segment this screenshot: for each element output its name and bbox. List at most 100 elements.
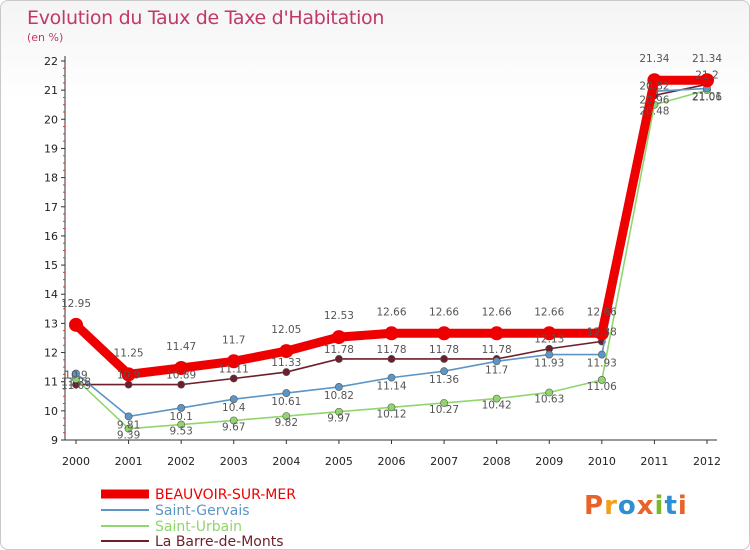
data-label: 21.34 [639, 53, 669, 65]
data-label: 9.97 [327, 413, 350, 425]
logo-letter: P [584, 491, 605, 521]
data-label: 11.93 [587, 358, 617, 370]
x-tick-label: 2012 [693, 455, 721, 468]
y-tick-label: 21 [44, 84, 58, 97]
series-point-1 [335, 383, 343, 391]
x-tick-label: 2001 [115, 455, 143, 468]
series-point-1 [387, 373, 396, 382]
series-point-3 [124, 380, 133, 389]
data-label: 12.66 [429, 306, 459, 318]
series-point-2 [387, 403, 396, 412]
legend-label: Saint-Gervais [155, 503, 250, 519]
data-label: 10.61 [271, 396, 301, 408]
data-label: 20.96 [639, 94, 669, 106]
series-point-0 [437, 326, 452, 341]
data-label: 9.53 [169, 426, 192, 438]
y-tick-label: 18 [44, 172, 58, 185]
x-tick-label: 2003 [220, 455, 248, 468]
series-point-0 [700, 73, 714, 88]
series-point-0 [542, 326, 557, 341]
series-point-3 [335, 355, 343, 363]
logo-letter: r [604, 491, 618, 521]
series-point-1 [545, 350, 554, 359]
series-point-2 [177, 420, 186, 429]
data-label: 21.2 [695, 69, 718, 81]
data-label: 9.82 [275, 417, 298, 429]
data-label: 9.67 [222, 421, 245, 433]
data-label: 12.95 [61, 298, 91, 310]
data-label: 10.4 [222, 402, 246, 414]
y-tick-label: 11 [44, 376, 58, 389]
data-label: 10.12 [376, 408, 406, 420]
x-tick-label: 2005 [325, 455, 353, 468]
series-point-3 [177, 380, 186, 389]
data-label: 11.7 [485, 364, 508, 376]
series-point-0 [69, 317, 83, 332]
x-tick-label: 2002 [167, 455, 195, 468]
series-point-0 [121, 367, 136, 382]
data-label: 11.14 [376, 381, 406, 393]
y-tick-label: 14 [44, 288, 58, 301]
series-point-2 [545, 388, 554, 397]
data-label: 11.7 [222, 334, 245, 346]
x-tick-label: 2006 [378, 455, 406, 468]
data-label: 10.63 [534, 393, 564, 405]
series-point-1 [177, 404, 186, 412]
series-point-0 [174, 360, 189, 375]
x-tick-label: 2004 [272, 455, 300, 468]
x-tick-label: 2008 [483, 455, 511, 468]
series-point-1 [440, 367, 448, 376]
data-label: 11.78 [324, 344, 354, 356]
data-label: 20.48 [639, 106, 669, 118]
data-label: 12.05 [271, 324, 301, 336]
data-label: 12.66 [376, 306, 406, 318]
series-point-0 [647, 73, 662, 88]
x-tick-label: 2007 [430, 455, 458, 468]
y-tick-label: 17 [44, 201, 58, 214]
series-point-0 [226, 354, 241, 369]
data-label: 11.25 [114, 347, 144, 359]
data-label: 11.93 [534, 358, 564, 370]
data-label: 12.66 [534, 306, 564, 318]
x-tick-label: 2000 [62, 455, 90, 468]
series-point-3 [282, 368, 291, 376]
series-point-2 [282, 412, 291, 420]
data-label: 11.28 [61, 377, 91, 389]
data-label: 9.81 [117, 419, 140, 431]
series-point-3 [387, 355, 396, 363]
data-label: 10.9 [117, 370, 140, 382]
data-label: 12.13 [534, 334, 564, 346]
data-label: 21.06 [692, 91, 722, 103]
series-point-0 [384, 326, 399, 341]
series-point-1 [124, 412, 133, 421]
legend-label: La Barre-de-Monts [155, 534, 284, 550]
series-point-3 [229, 374, 238, 383]
logo-letter: t [664, 491, 678, 521]
data-label: 11.78 [376, 344, 406, 356]
x-tick-label: 2010 [588, 455, 616, 468]
series-point-2 [597, 376, 606, 384]
x-tick-label: 2011 [640, 455, 668, 468]
data-label: 21.01 [692, 91, 722, 103]
series-point-0 [594, 326, 609, 341]
data-label: 11.09 [61, 380, 91, 392]
y-tick-label: 12 [44, 347, 58, 360]
series-point-0 [489, 326, 504, 341]
data-label: 10.9 [64, 370, 87, 382]
data-label: 12.38 [587, 326, 617, 338]
series-point-2 [440, 399, 448, 407]
y-tick-label: 19 [44, 142, 58, 155]
y-tick-label: 20 [44, 113, 58, 126]
data-label: 12.53 [324, 310, 354, 322]
y-tick-label: 13 [44, 317, 58, 330]
logo-letter: x [636, 491, 655, 521]
series-point-1 [229, 395, 238, 404]
x-tick-label: 2009 [535, 455, 563, 468]
y-tick-label: 10 [44, 405, 58, 418]
series-point-0 [331, 330, 346, 345]
series-point-3 [440, 355, 448, 363]
data-label: 10.89 [166, 370, 196, 382]
y-tick-label: 22 [44, 55, 58, 68]
data-label: 21.34 [692, 53, 722, 65]
